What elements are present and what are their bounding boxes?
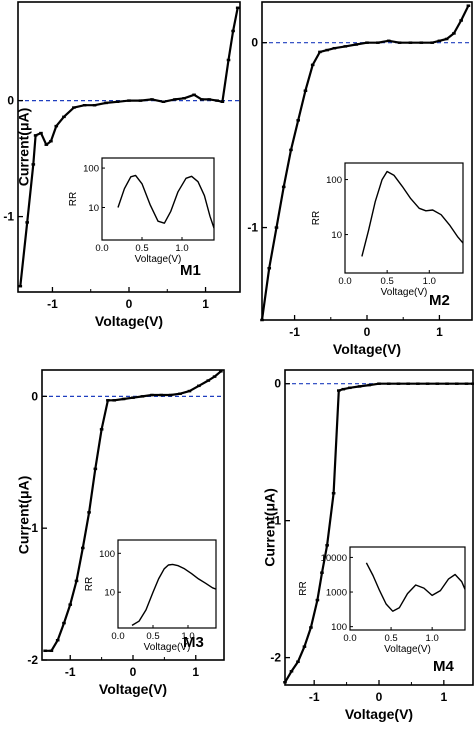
inset-y-axis-title: RR [84, 577, 95, 591]
y-tick-label: 0 [251, 36, 258, 50]
panel-label: M1 [180, 262, 201, 279]
y-tick-label: -1 [270, 514, 281, 528]
x-axis-title: Voltage(V) [95, 313, 163, 329]
inset-frame [344, 162, 464, 274]
inset-y-tick-label: 1000 [326, 588, 347, 599]
inset-x-axis-title: Voltage(V) [384, 644, 431, 655]
y-axis-title: Current(μA) [261, 488, 277, 567]
x-tick-label: 0 [364, 325, 371, 339]
inset-y-axis-title: RR [68, 192, 79, 206]
y-tick-label: -2 [27, 653, 38, 667]
rr-curve [361, 170, 463, 257]
inset-y-tick-label: 10 [331, 230, 342, 241]
y-tick-label: 0 [274, 377, 281, 391]
inset-y-tick-label: 100 [99, 549, 115, 560]
x-tick-label: 1 [436, 325, 443, 339]
inset-x-axis-title: Voltage(V) [144, 642, 191, 653]
inset-x-tick-label: 1.0 [181, 631, 194, 642]
inset-rr-plot: 0.0 0.5 1.0 10 100 Voltage(V) RR [68, 157, 215, 265]
inset-x-tick-label: 0.0 [338, 276, 351, 287]
x-tick-label: 1 [440, 690, 447, 704]
x-axis-title: Voltage(V) [333, 341, 401, 357]
inset-x-tick-label: 0.0 [343, 633, 356, 644]
inset-rr-plot: 0.0 0.5 1.0 10 100 Voltage(V) RR [84, 539, 217, 653]
inset-y-axis-title: RR [298, 581, 309, 595]
plot-frame [284, 369, 474, 686]
inset-x-tick-label: 0.5 [381, 276, 394, 287]
inset-frame [101, 157, 215, 241]
inset-x-tick-label: 0.5 [146, 631, 159, 642]
x-tick-label: 0 [376, 690, 383, 704]
y-tick-label: -1 [3, 210, 14, 224]
iv-curve [19, 7, 239, 287]
rr-curve [365, 562, 465, 612]
inset-y-tick-label: 10 [104, 588, 115, 599]
x-axis-title: Voltage(V) [345, 706, 413, 722]
inset-frame [117, 539, 217, 629]
panel-label: M3 [183, 634, 204, 651]
inset-rr-plot: 0.0 0.5 1.0 100 1000 10000 Voltage(V) RR [298, 546, 466, 655]
y-tick-label: -2 [270, 651, 281, 665]
x-tick-label: -1 [65, 665, 76, 679]
inset-x-tick-label: 0.5 [384, 633, 397, 644]
inset-x-tick-label: 0.0 [95, 243, 108, 254]
iv-curve [284, 382, 473, 683]
inset-frame [349, 546, 466, 631]
inset-x-tick-label: 1.0 [426, 633, 439, 644]
inset-x-axis-title: Voltage(V) [135, 254, 182, 265]
y-tick-label: 0 [7, 94, 14, 108]
rr-curve [117, 174, 214, 229]
inset-y-tick-label: 10 [88, 203, 99, 214]
inset-y-tick-label: 100 [326, 175, 342, 186]
y-tick-label: 0 [31, 389, 38, 403]
inset-x-tick-label: 1.0 [175, 243, 188, 254]
panel-label: M2 [429, 292, 450, 309]
plot-frame [17, 1, 241, 293]
inset-y-axis-title: RR [311, 211, 322, 225]
x-tick-label: 1 [192, 665, 199, 679]
y-tick-label: -1 [27, 521, 38, 535]
y-axis-title: Current(μA) [15, 108, 31, 187]
y-axis-title: Current(μA) [15, 476, 31, 555]
panel-label: M4 [433, 658, 454, 675]
inset-y-tick-label: 100 [83, 164, 99, 175]
inset-y-tick-label: 10000 [321, 553, 347, 564]
inset-x-tick-label: 0.0 [111, 631, 124, 642]
x-tick-label: 0 [126, 297, 133, 311]
x-tick-label: -1 [289, 325, 300, 339]
inset-rr-plot: 0.0 0.5 1.0 10 100 Voltage(V) RR [311, 162, 464, 298]
panel-m4: -1 0 1 0 -1 -2 Voltage(V) Current(μA) M4 0.0 0.5 1.… [261, 369, 474, 722]
rr-curve [131, 563, 216, 627]
x-tick-label: -1 [47, 297, 58, 311]
inset-x-axis-title: Voltage(V) [381, 287, 428, 298]
inset-x-tick-label: 0.5 [135, 243, 148, 254]
x-axis-title: Voltage(V) [99, 681, 167, 697]
x-tick-label: 0 [130, 665, 137, 679]
x-tick-label: 1 [202, 297, 209, 311]
y-tick-label: -1 [247, 221, 258, 235]
x-tick-label: -1 [309, 690, 320, 704]
inset-y-tick-label: 100 [331, 622, 347, 633]
inset-x-tick-label: 1.0 [423, 276, 436, 287]
